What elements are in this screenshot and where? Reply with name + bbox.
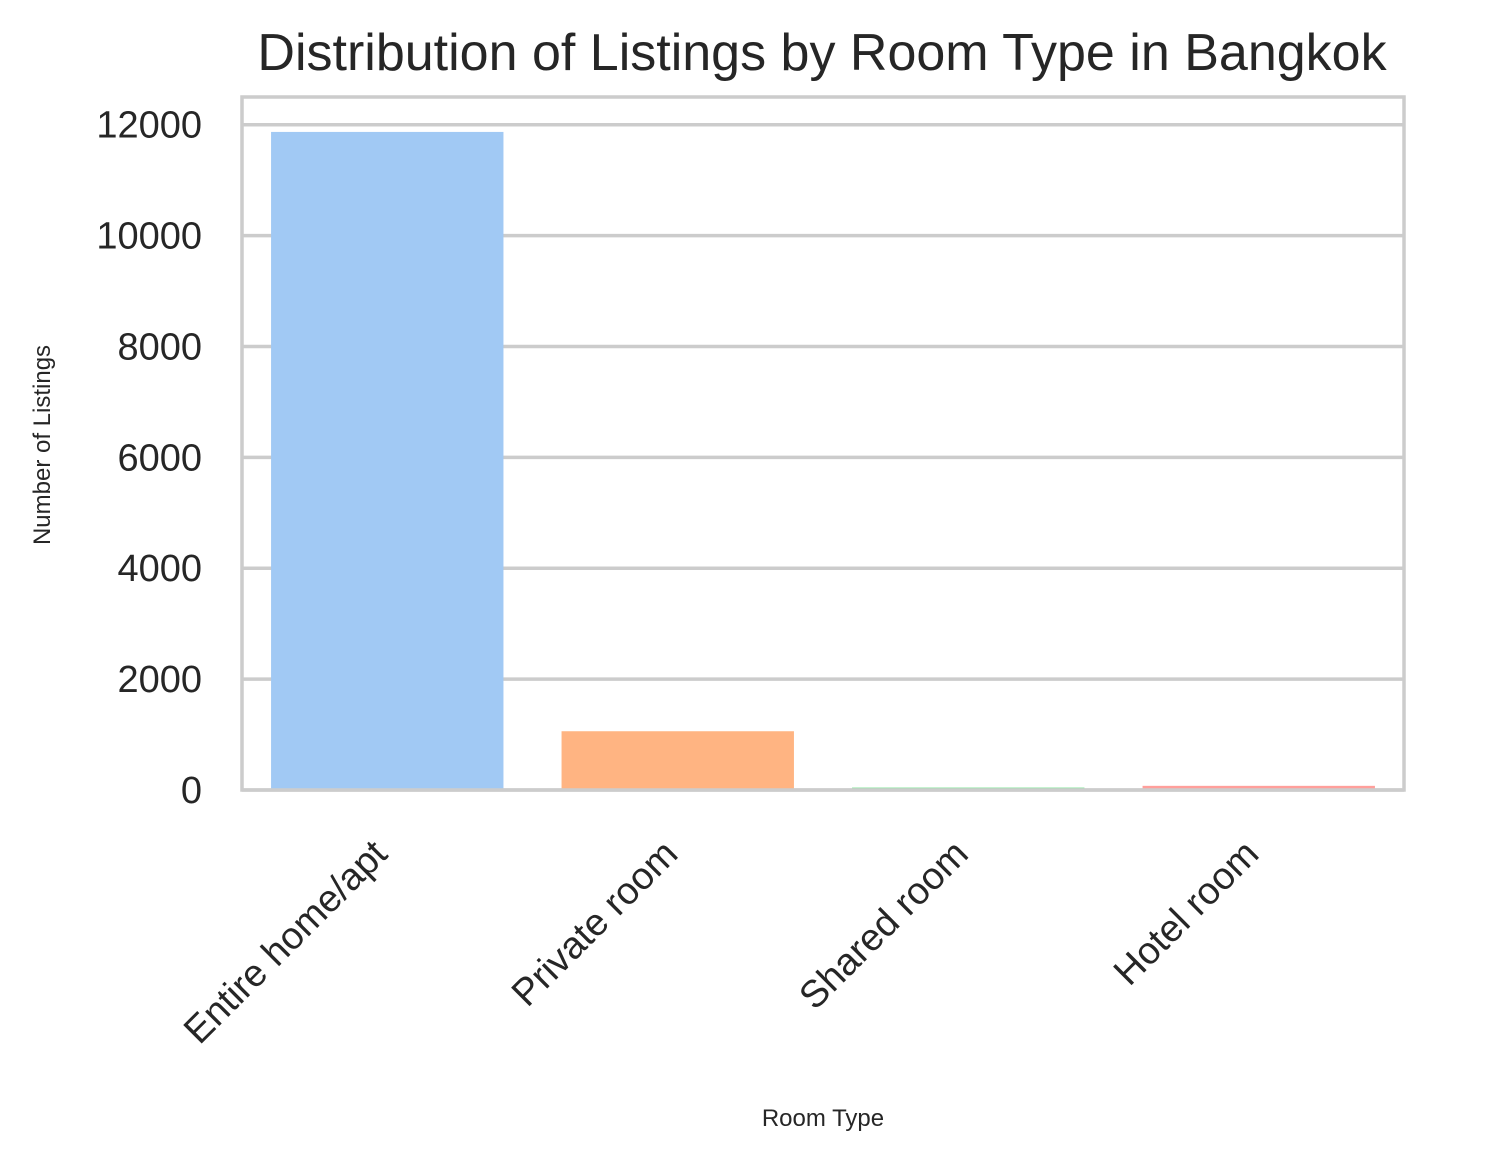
x-tick-label: Hotel room	[1106, 833, 1267, 994]
chart-title: Distribution of Listings by Room Type in…	[257, 24, 1387, 82]
bar	[271, 131, 504, 791]
x-tick-label: Entire home/apt	[176, 832, 396, 1052]
y-axis-ticks: 0 2000 4000 6000 8000 10000 12000	[96, 105, 202, 812]
x-axis-ticks: Entire home/apt Private room Shared room Ho…	[176, 832, 1267, 1052]
y-tick-label: 12000	[96, 105, 202, 147]
x-tick-label: Shared room	[792, 833, 977, 1018]
bar	[1142, 785, 1375, 790]
y-tick-label: 8000	[117, 326, 202, 368]
y-tick-label: 4000	[117, 548, 202, 590]
y-tick-label: 6000	[117, 437, 202, 479]
y-tick-label: 10000	[96, 216, 202, 258]
y-tick-label: 0	[181, 770, 202, 812]
bars	[271, 131, 1375, 791]
x-axis-label: Room Type	[762, 1105, 884, 1132]
bar	[561, 731, 794, 790]
plot-frame	[240, 95, 1406, 792]
y-axis-label: Number of Listings	[29, 345, 56, 545]
y-tick-label: 2000	[117, 659, 202, 701]
x-tick-label: Private room	[504, 833, 686, 1015]
